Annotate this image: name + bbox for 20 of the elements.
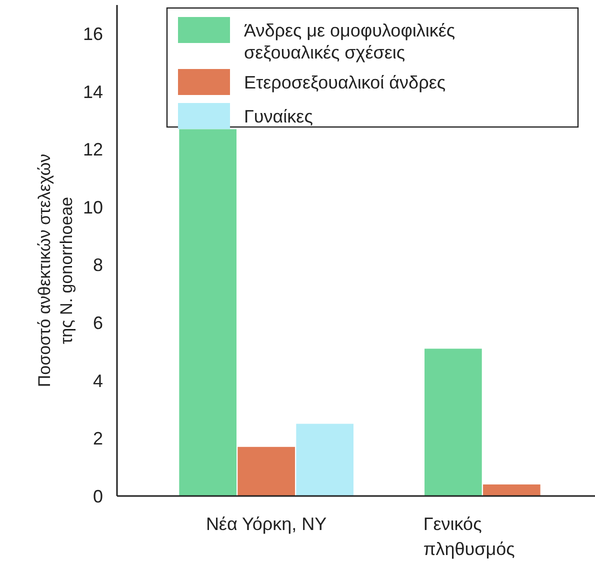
x-tick-label: Νέα Υόρκη, ΝΥ: [206, 514, 327, 534]
y-tick-label: 2: [92, 428, 103, 449]
legend-label: Άνδρες με ομοφυλοφιλικές σεξουαλικές σχέσεις: [244, 20, 456, 62]
y-tick-label: 10: [82, 197, 103, 218]
y-tick-label: 16: [82, 24, 103, 44]
bar: [424, 348, 482, 496]
y-axis-title: Ποσοστό ανθεκτικών στελεχών της N. gonorrhoeae: [35, 154, 76, 388]
bar: [483, 484, 540, 496]
bar: [179, 129, 236, 496]
legend-label: Ετεροσεξουαλικοί άνδρες: [244, 72, 446, 92]
y-tick-label: 12: [82, 140, 103, 160]
legend-label: Γυναίκες: [244, 106, 314, 126]
y-tick-label: 4: [92, 370, 103, 391]
bar: [296, 424, 354, 496]
x-tick-label: Γενικός πληθυσμός: [423, 514, 516, 559]
y-tick-label: 14: [82, 82, 103, 102]
y-tick-label: 8: [92, 255, 103, 276]
y-tick-label: 0: [92, 486, 103, 506]
y-tick-label: 6: [92, 313, 103, 334]
bar: [238, 446, 295, 496]
